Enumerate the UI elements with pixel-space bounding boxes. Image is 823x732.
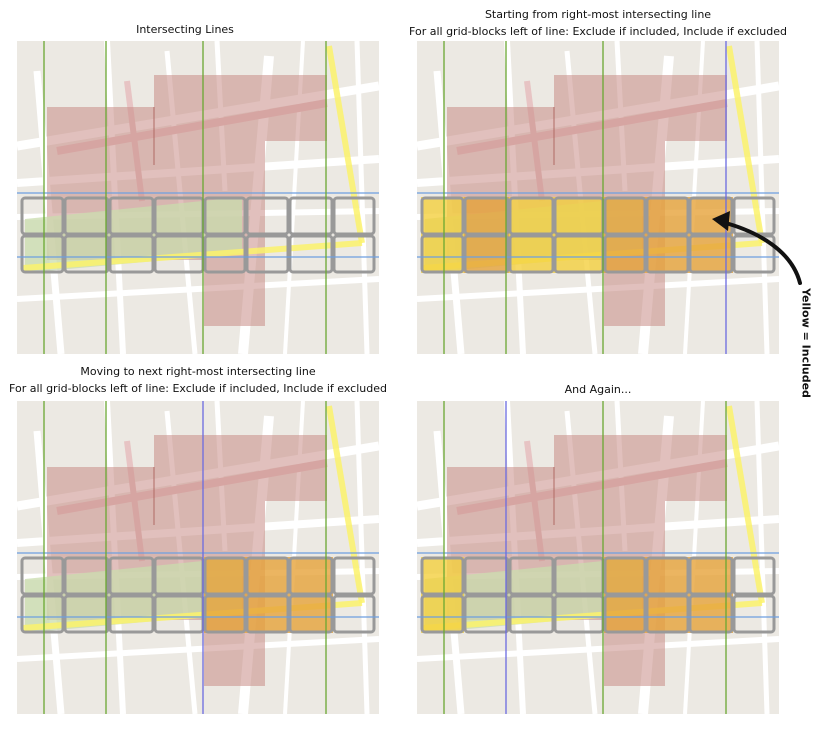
grid-block (688, 196, 734, 236)
yellow-included-text: Yellow = Included (799, 288, 812, 398)
grid-block (645, 196, 690, 236)
grid-block (20, 594, 65, 634)
grid-block (63, 594, 110, 634)
polygon-shape (47, 75, 327, 326)
grid-block (645, 594, 690, 634)
grid-block (688, 234, 734, 274)
panel-2-map (417, 41, 779, 354)
grid-block (463, 196, 510, 236)
grid-block (63, 556, 110, 596)
highlight-road (326, 45, 365, 244)
grid-block (288, 196, 334, 236)
grid-block (420, 556, 465, 596)
grid-block (603, 196, 647, 236)
grid-block (63, 234, 110, 274)
grid-block (63, 196, 110, 236)
highlight-road (326, 405, 365, 604)
grid-block (732, 594, 776, 634)
included-arrow (712, 211, 802, 285)
grid-block (603, 234, 647, 274)
highlight-road (22, 240, 363, 271)
grid-block (332, 196, 376, 236)
grid-block (20, 234, 65, 274)
road (17, 276, 379, 302)
grid-block (732, 234, 776, 274)
panel-1-map (17, 41, 379, 354)
grid-block (463, 556, 510, 596)
grid-block (603, 594, 647, 634)
grid-block (688, 556, 734, 596)
grid-block (463, 234, 510, 274)
road (17, 636, 379, 662)
highlight-road (726, 405, 765, 604)
grid-block (108, 234, 155, 274)
grid-block (508, 594, 555, 634)
grid-block (203, 594, 247, 634)
grid-block (603, 556, 647, 596)
highlight-roads (22, 45, 365, 271)
grid-block (288, 594, 334, 634)
road (417, 276, 779, 302)
grid-block (508, 234, 555, 274)
panel-3-map (17, 401, 379, 714)
grid-block (463, 594, 510, 634)
grid-block (332, 234, 376, 274)
road (417, 636, 779, 662)
grid-blocks (20, 556, 376, 634)
grid-block (203, 234, 247, 274)
grid-block (203, 556, 247, 596)
panel-3-title: Moving to next right-most intersecting l… (0, 363, 396, 397)
grid-block (645, 556, 690, 596)
grid-block (420, 196, 465, 236)
grid-block (20, 556, 65, 596)
panel-3-title-line-2: For all grid-blocks left of line: Exclud… (9, 382, 387, 395)
grid-block (332, 556, 376, 596)
panel-4-title-line: And Again... (564, 383, 632, 396)
panel-3-title-line-1: Moving to next right-most intersecting l… (80, 365, 316, 378)
panel-1-title: Intersecting Lines (17, 21, 353, 38)
grid-blocks (20, 196, 376, 274)
grid-blocks (420, 556, 776, 634)
panel-2-title-line-2: For all grid-blocks left of line: Exclud… (409, 25, 787, 38)
grid-block (420, 234, 465, 274)
panel-4-map (417, 401, 779, 714)
grid-block (688, 594, 734, 634)
grid-block (245, 556, 290, 596)
grid-block (245, 594, 290, 634)
grid-block (108, 196, 155, 236)
grid-block (20, 196, 65, 236)
grid-block (108, 556, 155, 596)
grid-block (332, 594, 376, 634)
yellow-included-label: Yellow = Included (797, 288, 814, 398)
grid-block (508, 556, 555, 596)
grid-block (288, 556, 334, 596)
grid-block (245, 196, 290, 236)
panel-2-title: Starting from right-most intersecting li… (392, 6, 804, 40)
grid-block (645, 234, 690, 274)
highlight-road (726, 45, 765, 244)
panel-2-title-line-1: Starting from right-most intersecting li… (484, 8, 712, 21)
panel-4-title: And Again... (417, 381, 779, 398)
grid-block (203, 196, 247, 236)
grid-block (245, 234, 290, 274)
panel-1-title-line: Intersecting Lines (136, 23, 234, 36)
grid-block (420, 594, 465, 634)
grid-block (108, 594, 155, 634)
grid-block (508, 196, 555, 236)
grid-block (288, 234, 334, 274)
grid-block (732, 556, 776, 596)
